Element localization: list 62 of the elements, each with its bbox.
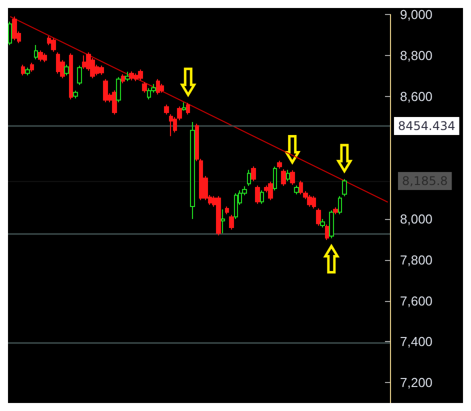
y-tick-label: 7,200	[400, 375, 433, 390]
candlestick	[247, 169, 251, 186]
candlestick	[333, 206, 338, 215]
candlestick	[112, 90, 117, 115]
candlestick	[73, 90, 78, 99]
ref-line-label: 8454.434	[398, 119, 456, 134]
candlestick	[216, 196, 221, 236]
candlestick	[268, 181, 273, 201]
candlestick	[64, 64, 69, 76]
candlestick	[186, 102, 190, 115]
y-tick-label: 8,800	[400, 48, 433, 63]
candlestick	[260, 190, 264, 204]
candlestick	[34, 44, 38, 60]
candlestick	[164, 104, 169, 115]
candlestick	[234, 192, 238, 220]
candlestick	[121, 74, 125, 84]
candlestick	[229, 214, 234, 230]
candlestick	[320, 218, 325, 228]
candlestick	[255, 184, 260, 204]
candlestick	[290, 170, 295, 186]
candlestick	[190, 122, 195, 220]
candlestick	[30, 62, 34, 72]
candlestick	[307, 194, 312, 208]
y-tick-label: 9,000	[400, 7, 433, 22]
candlestick	[281, 168, 286, 186]
candlestick	[38, 50, 43, 62]
candlestick	[12, 16, 17, 41]
candlestick	[129, 70, 134, 81]
candlestick	[177, 106, 182, 121]
y-tick-label: 8,600	[400, 88, 433, 104]
candlestick	[225, 206, 229, 215]
candlestick	[316, 208, 321, 226]
candlestick	[277, 160, 282, 170]
candlestick	[21, 64, 25, 76]
candlestick	[329, 210, 334, 239]
candlestick	[294, 184, 299, 195]
candlestick	[221, 208, 225, 234]
y-tick-label: 7,600	[400, 293, 433, 308]
candlestick	[173, 116, 177, 133]
candlestick	[116, 76, 121, 103]
candlestick	[77, 65, 82, 86]
candlestick	[182, 102, 186, 112]
candlestick	[169, 114, 173, 137]
candlestick	[251, 166, 256, 182]
y-tick-label: 8,000	[400, 211, 433, 226]
candlestick	[142, 81, 147, 94]
candlestick	[69, 52, 73, 100]
candlestick	[338, 196, 342, 215]
candlestick	[160, 83, 164, 94]
y-tick-label: 7,800	[400, 252, 433, 268]
candlestick	[99, 65, 104, 76]
candlestick	[286, 169, 290, 182]
candlestick	[25, 67, 30, 76]
candlestick	[103, 78, 108, 103]
candlestick	[138, 69, 143, 81]
candlestick	[51, 38, 56, 52]
y-tick-label: 7,400	[400, 334, 433, 350]
candlestick	[156, 78, 160, 95]
candlestick	[342, 178, 347, 197]
candlestick	[273, 166, 277, 192]
candlestick	[125, 71, 130, 82]
candlestick	[325, 224, 329, 241]
